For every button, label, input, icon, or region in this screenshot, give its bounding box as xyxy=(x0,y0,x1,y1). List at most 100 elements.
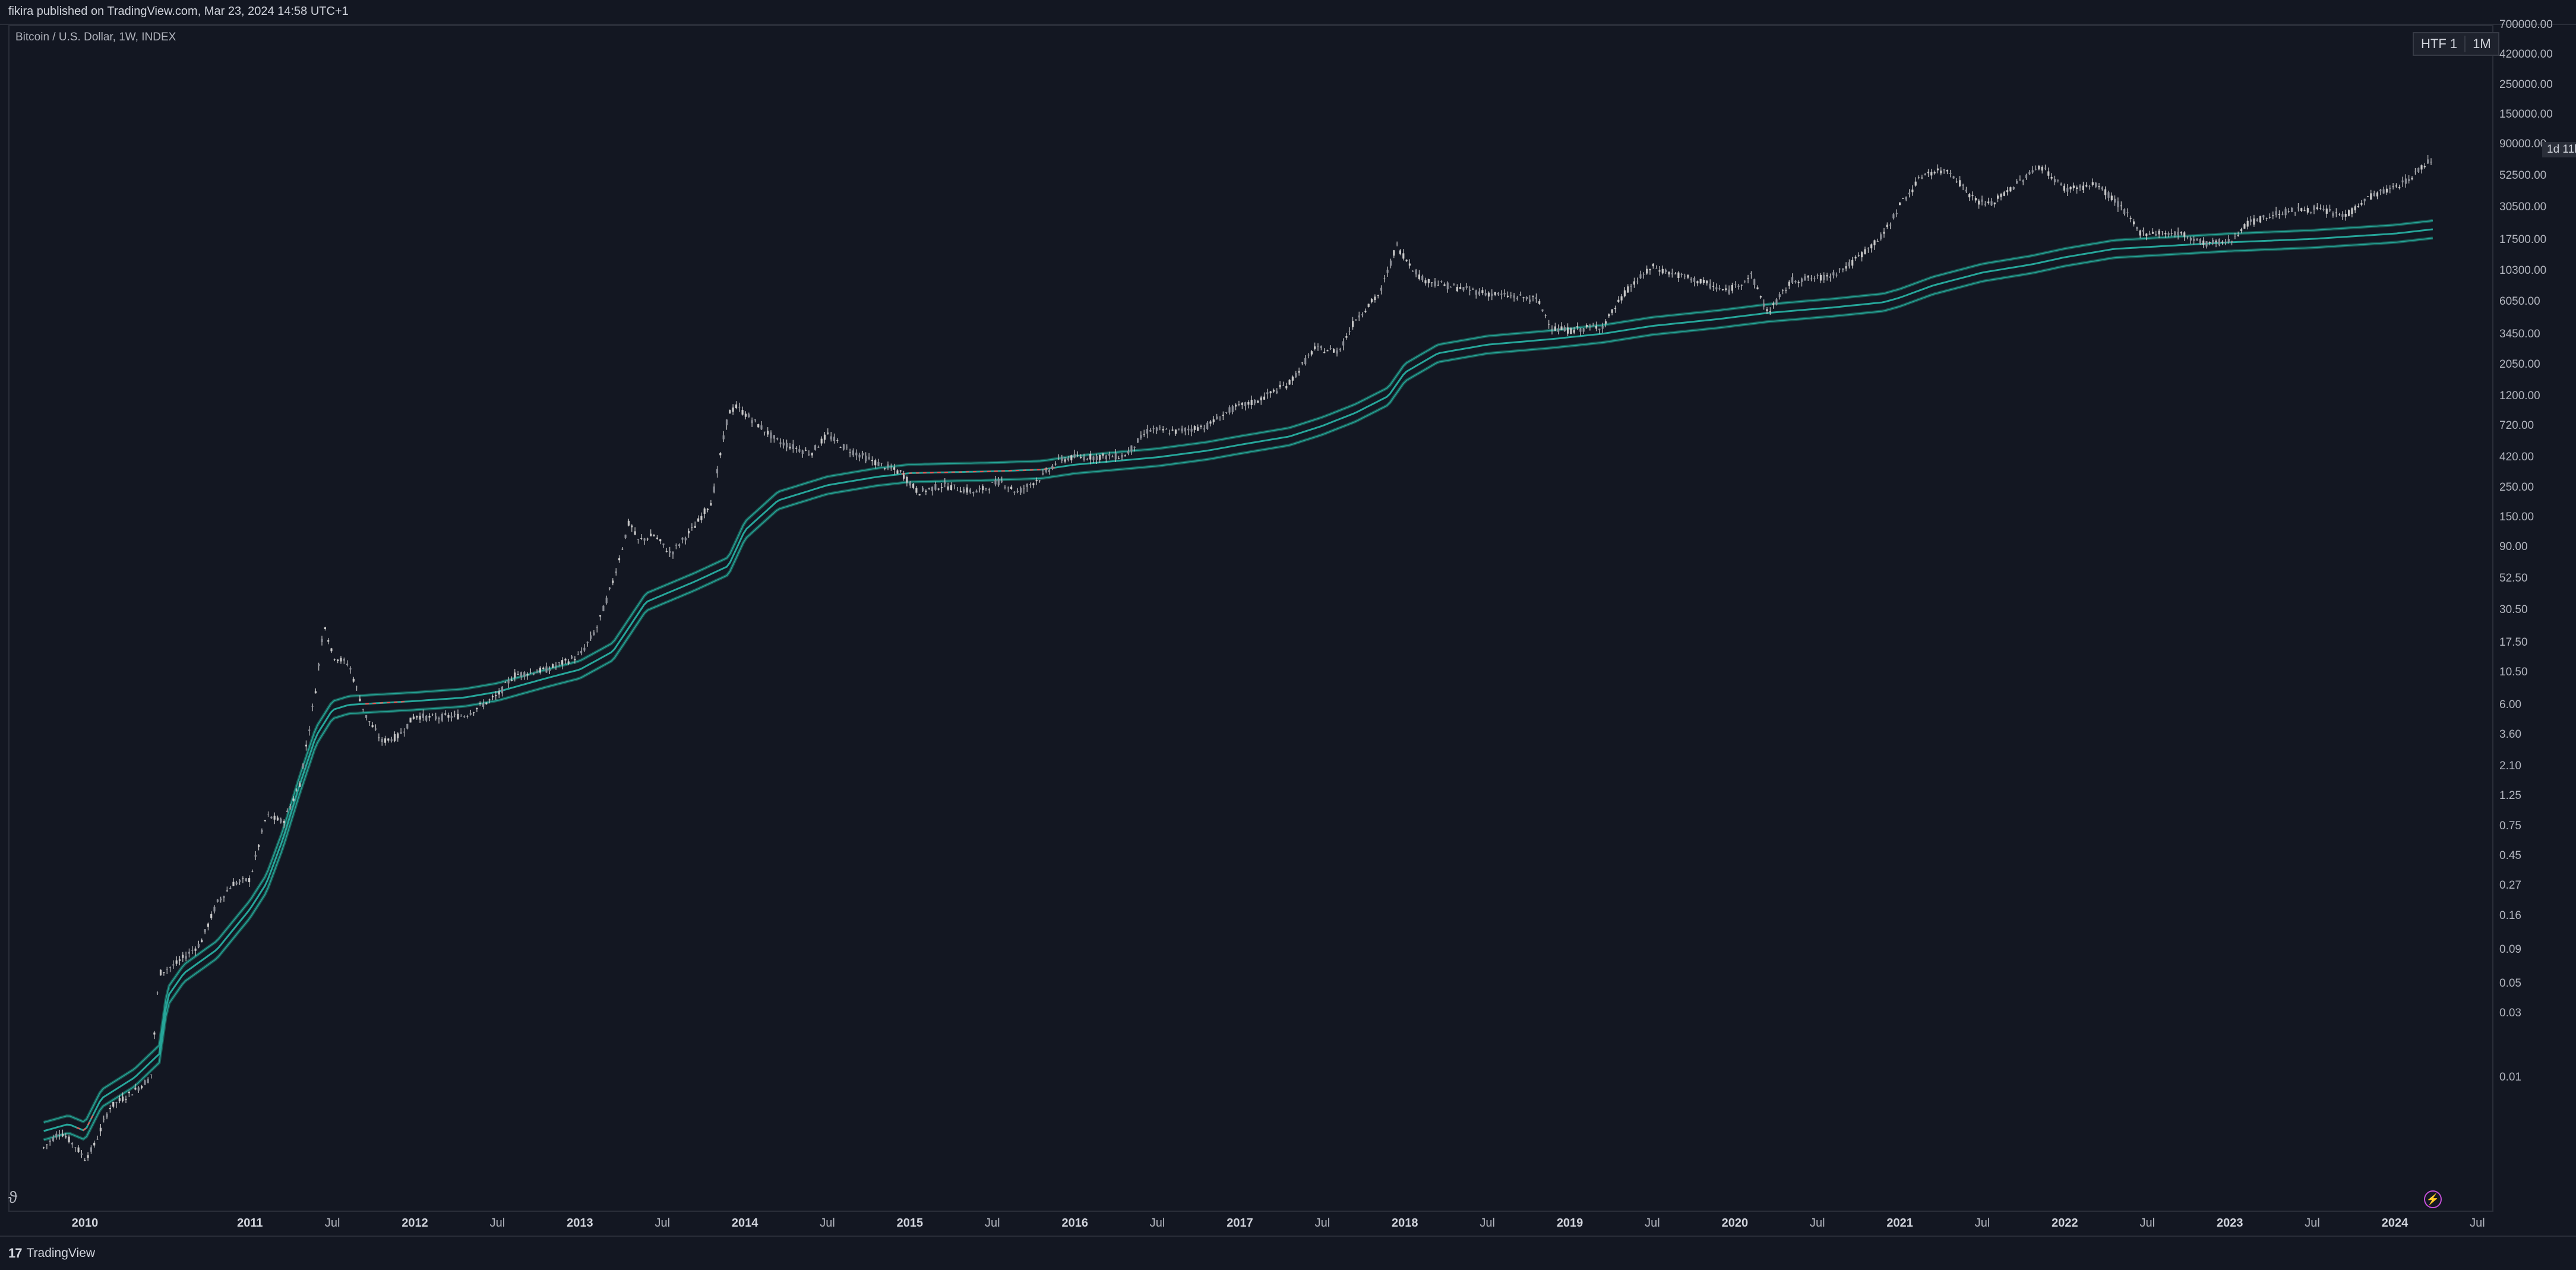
candle-body-70 xyxy=(264,820,266,821)
candle-body-545 xyxy=(1766,309,1768,311)
candle-body-267 xyxy=(887,464,889,467)
candle-body-391 xyxy=(1279,384,1281,388)
candle-body-362 xyxy=(1187,428,1190,431)
candle-body-225 xyxy=(754,419,756,421)
time-tick-label: Jul xyxy=(1809,1217,1825,1230)
candle-body-67 xyxy=(254,854,257,857)
candle-body-711 xyxy=(2291,207,2293,212)
candle-body-513 xyxy=(1665,270,1667,272)
candle-body-435 xyxy=(1418,274,1420,279)
candle-body-488 xyxy=(1585,325,1588,327)
candle-body-330 xyxy=(1086,459,1088,460)
candle-body-548 xyxy=(1775,299,1778,305)
candle-body-258 xyxy=(858,454,861,458)
candle-body-480 xyxy=(1560,326,1563,330)
footer-brand[interactable]: 17 TradingView xyxy=(8,1246,95,1261)
candle-body-44 xyxy=(182,955,184,958)
candle-body-262 xyxy=(871,460,873,462)
time-axis[interactable]: 2010 2011 Jul 2012 Jul 2013 Jul 2014 Jul 2015 Jul 2… xyxy=(8,1212,2493,1236)
candle-body-302 xyxy=(997,479,1000,486)
candle-body-144 xyxy=(498,691,500,695)
candle-body-714 xyxy=(2300,208,2303,211)
candle-body-129 xyxy=(450,716,453,718)
candle-body-270 xyxy=(896,470,899,474)
candle-body-256 xyxy=(852,450,854,456)
candle-body-344 xyxy=(1130,445,1133,451)
candle-body-412 xyxy=(1345,336,1348,338)
candle-body-489 xyxy=(1589,326,1591,327)
candle-body-147 xyxy=(507,680,510,684)
candle-body-561 xyxy=(1816,274,1819,276)
candle-body-705 xyxy=(2272,215,2274,216)
candle-body-13 xyxy=(84,1160,86,1161)
candle-body-350 xyxy=(1149,430,1152,432)
indicator-htf-box[interactable]: HTF 1 1M xyxy=(2413,32,2499,56)
candle-body-2 xyxy=(49,1141,51,1142)
candle-body-284 xyxy=(940,487,943,488)
candle-body-161 xyxy=(552,664,554,668)
chart-pane[interactable] xyxy=(8,25,2493,1212)
candle-body-85 xyxy=(311,706,314,707)
candle-body-647 xyxy=(2088,186,2091,187)
candle-body-562 xyxy=(1819,274,1822,281)
candle-body-64 xyxy=(245,878,247,881)
trend-band-line-0 xyxy=(43,219,2433,1124)
candle-body-618 xyxy=(1997,195,1999,199)
candle-body-720 xyxy=(2319,208,2322,209)
candle-body-537 xyxy=(1740,285,1743,286)
candle-body-484 xyxy=(1573,330,1575,333)
candle-body-46 xyxy=(188,952,190,954)
candle-body-444 xyxy=(1446,282,1449,290)
candle-body-79 xyxy=(292,798,295,801)
candle-body-687 xyxy=(2215,241,2217,243)
candle-body-528 xyxy=(1712,286,1715,287)
candle-body-674 xyxy=(2174,231,2176,236)
candle-body-142 xyxy=(491,696,494,697)
lightning-icon[interactable]: ⚡ xyxy=(2424,1190,2442,1208)
candle-body-268 xyxy=(890,467,892,469)
candle-body-376 xyxy=(1231,406,1234,412)
time-tick-label: Jul xyxy=(1974,1217,1990,1230)
candle-body-127 xyxy=(444,713,447,715)
candle-body-278 xyxy=(922,488,924,491)
candle-body-461 xyxy=(1500,293,1503,295)
candle-body-170 xyxy=(580,650,583,653)
price-tick-label: 720.00 xyxy=(2499,419,2534,432)
candle-body-134 xyxy=(466,716,469,717)
price-tick-label: 6.00 xyxy=(2499,698,2521,711)
candle-body-61 xyxy=(235,882,238,884)
price-axis[interactable]: 700000.00 420000.00 250000.00 150000.00 9000… xyxy=(2493,18,2576,1212)
candle-body-553 xyxy=(1791,277,1794,283)
price-tick-label: 150.00 xyxy=(2499,510,2534,523)
candle-body-340 xyxy=(1118,458,1120,459)
candle-body-370 xyxy=(1212,419,1215,422)
candle-body-482 xyxy=(1567,327,1569,334)
symbol-label[interactable]: Bitcoin / U.S. Dollar, 1W, INDEX xyxy=(15,31,176,43)
candle-body-742 xyxy=(2389,188,2391,189)
candle-body-50 xyxy=(201,940,203,943)
time-tick-label: 2016 xyxy=(1061,1217,1088,1230)
candle-body-418 xyxy=(1364,311,1367,312)
candle-body-525 xyxy=(1702,280,1705,283)
candle-body-257 xyxy=(855,452,858,456)
candle-body-474 xyxy=(1541,309,1544,312)
price-tick-label: 700000.00 xyxy=(2499,18,2553,31)
candle-body-149 xyxy=(514,672,516,678)
candle-body-76 xyxy=(283,821,285,823)
candle-body-526 xyxy=(1706,280,1708,284)
candle-body-274 xyxy=(909,482,911,486)
candle-body-430 xyxy=(1402,253,1405,259)
candle-body-374 xyxy=(1225,412,1228,413)
candle-body-31 xyxy=(141,1086,143,1088)
candle-body-158 xyxy=(542,667,545,669)
candle-body-217 xyxy=(729,410,731,414)
candle-body-83 xyxy=(305,744,307,747)
candle-body-107 xyxy=(381,738,383,743)
candle-body-241 xyxy=(805,450,807,451)
candle-body-47 xyxy=(191,950,194,951)
candle-body-251 xyxy=(836,440,839,441)
candle-body-28 xyxy=(131,1094,134,1096)
candle-body-557 xyxy=(1804,276,1806,281)
candle-body-190 xyxy=(643,538,646,541)
